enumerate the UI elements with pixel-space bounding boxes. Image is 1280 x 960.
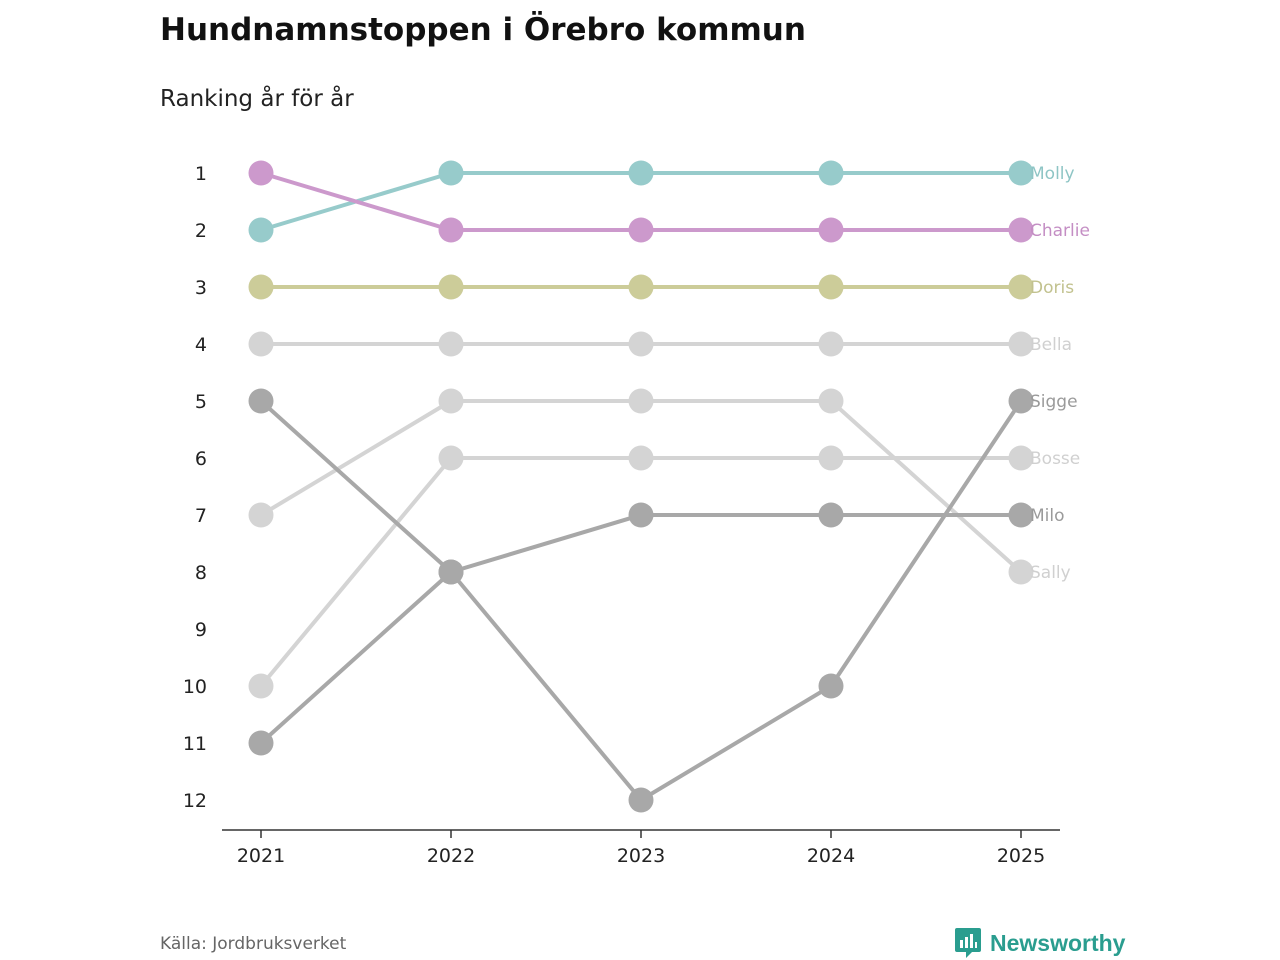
point-bosse-2023 <box>628 445 654 471</box>
x-axis-ticks: 2021 2022 2023 2024 2025 <box>237 830 1045 867</box>
point-charlie-2021 <box>248 160 274 186</box>
point-doris-2022 <box>438 274 464 300</box>
series-label-charlie: Charlie <box>1030 221 1090 241</box>
series-labels: Bella Bosse Sally Sigge Milo Molly Charlie Dori… <box>1030 164 1090 583</box>
point-doris-2024 <box>818 274 844 300</box>
x-tick-label-2024: 2024 <box>807 845 855 867</box>
point-doris-2021 <box>248 274 274 300</box>
series-label-bosse: Bosse <box>1030 449 1080 469</box>
point-molly-2022 <box>438 160 464 186</box>
y-tick-label-4: 4 <box>195 334 207 356</box>
series-label-sigge: Sigge <box>1030 392 1078 412</box>
series-label-milo: Milo <box>1030 506 1065 526</box>
y-tick-label-5: 5 <box>195 391 207 413</box>
point-sally-2021 <box>248 502 274 528</box>
point-charlie-2023 <box>628 217 654 243</box>
x-tick-label-2025: 2025 <box>997 845 1045 867</box>
point-milo-2025 <box>1008 502 1034 528</box>
point-bella-2024 <box>818 331 844 357</box>
series-label-molly: Molly <box>1030 164 1075 184</box>
point-charlie-2022 <box>438 217 464 243</box>
point-charlie-2025 <box>1008 217 1034 243</box>
series-points <box>248 160 1034 813</box>
point-bella-2025 <box>1008 331 1034 357</box>
brand-name: Newsworthy <box>990 929 1126 956</box>
point-sally-2023 <box>628 388 654 414</box>
point-molly-2021 <box>248 217 274 243</box>
point-sally-2024 <box>818 388 844 414</box>
point-doris-2023 <box>628 274 654 300</box>
y-tick-label-11: 11 <box>183 733 207 755</box>
point-sigge-2021 <box>248 388 274 414</box>
newsworthy-logo-icon <box>955 928 981 958</box>
series-lines <box>259 171 1023 802</box>
point-milo-2023 <box>628 502 654 528</box>
point-bella-2022 <box>438 331 464 357</box>
source-note: Källa: Jordbruksverket <box>160 934 347 954</box>
point-bosse-2022 <box>438 445 464 471</box>
series-label-doris: Doris <box>1030 278 1074 298</box>
y-tick-label-3: 3 <box>195 277 207 299</box>
point-milo-2022 <box>438 559 464 585</box>
y-tick-label-12: 12 <box>183 790 207 812</box>
chart-subtitle: Ranking år för år <box>160 86 354 112</box>
point-sigge-2025 <box>1008 388 1034 414</box>
brand-logo[interactable]: Newsworthy <box>954 926 1125 960</box>
point-bosse-2024 <box>818 445 844 471</box>
y-tick-label-8: 8 <box>195 562 207 584</box>
point-doris-2025 <box>1008 274 1034 300</box>
y-tick-label-6: 6 <box>195 448 207 470</box>
x-tick-label-2022: 2022 <box>427 845 475 867</box>
x-tick-label-2023: 2023 <box>617 845 665 867</box>
point-molly-2024 <box>818 160 844 186</box>
y-tick-label-1: 1 <box>195 163 207 185</box>
point-sigge-2024 <box>818 673 844 699</box>
y-tick-label-9: 9 <box>195 619 207 641</box>
point-molly-2025 <box>1008 160 1034 186</box>
point-bella-2023 <box>628 331 654 357</box>
chart-title: Hundnamnstoppen i Örebro kommun <box>160 12 806 48</box>
point-bosse-2021 <box>248 673 274 699</box>
point-charlie-2024 <box>818 217 844 243</box>
y-tick-label-2: 2 <box>195 220 207 242</box>
point-sigge-2023 <box>628 787 654 813</box>
y-tick-label-7: 7 <box>195 505 207 527</box>
point-sally-2022 <box>438 388 464 414</box>
point-milo-2021 <box>248 730 274 756</box>
point-bella-2021 <box>248 331 274 357</box>
point-milo-2024 <box>818 502 844 528</box>
point-sally-2025 <box>1008 559 1034 585</box>
series-label-sally: Sally <box>1030 563 1071 583</box>
y-tick-label-10: 10 <box>183 676 207 698</box>
point-bosse-2025 <box>1008 445 1034 471</box>
series-label-bella: Bella <box>1030 335 1072 355</box>
x-tick-label-2021: 2021 <box>237 845 285 867</box>
point-molly-2023 <box>628 160 654 186</box>
